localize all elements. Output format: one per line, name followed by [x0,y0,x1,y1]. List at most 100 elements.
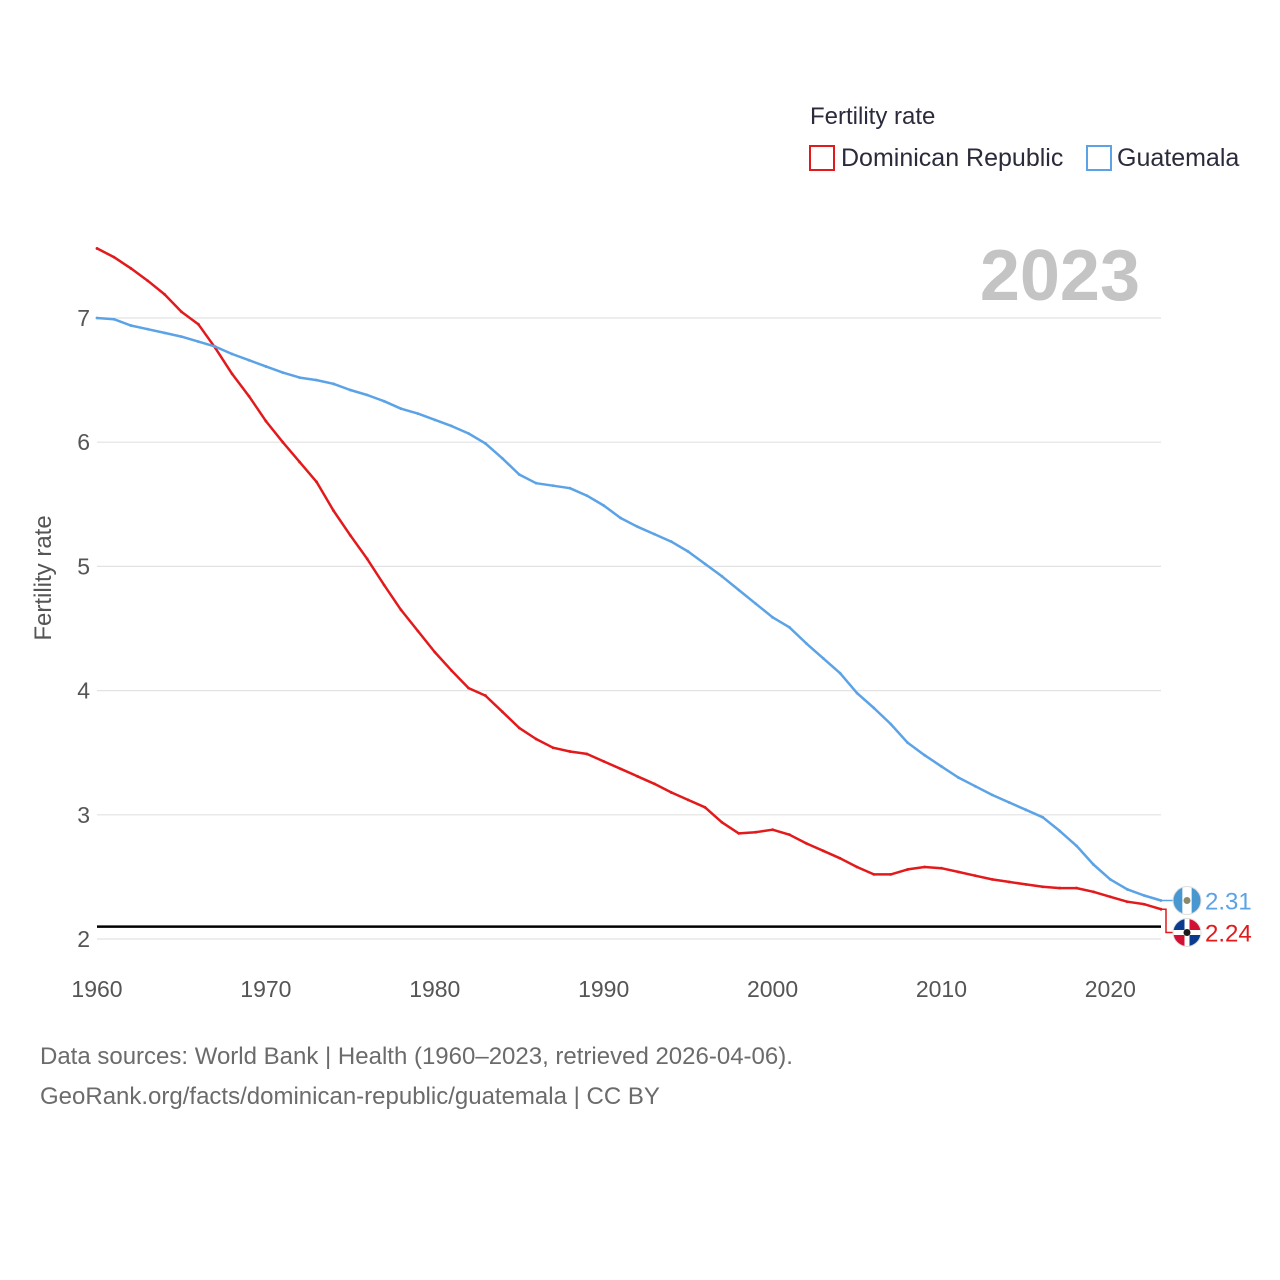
data-point [180,310,183,314]
data-point [298,460,302,464]
end-label-group-dominican-republic: 2.24 [1161,908,1252,947]
data-point [923,865,926,869]
data-point [551,484,555,488]
series-lines [95,247,1163,911]
data-point [669,540,673,543]
data-point [652,532,656,536]
data-point [821,849,825,853]
data-point [467,432,470,435]
x-tick-label: 1990 [578,976,629,1002]
data-point [146,279,150,283]
data-point [534,481,538,485]
data-point [551,746,555,750]
data-point [703,805,707,809]
data-point [619,767,622,771]
data-point [484,442,487,445]
data-point [889,873,893,876]
flag-stripe [1173,887,1183,914]
legend: Fertility rate Dominican Republic Guatem… [809,103,1239,172]
series-dominican-republic [95,247,1163,911]
data-point [230,352,234,356]
end-value-label-dominican-republic: 2.24 [1205,920,1252,947]
data-point [619,516,622,520]
data-point [804,841,808,845]
data-point [1007,800,1011,804]
data-point [821,656,825,660]
data-point [1125,887,1129,891]
data-point [872,873,876,876]
data-point [315,378,318,382]
flag-stripe [1191,887,1201,914]
guatemala-flag-icon [1172,885,1202,915]
data-point [416,412,420,416]
flag-outline [1172,917,1202,947]
legend-swatch-dominican-republic [809,145,835,171]
data-point [906,868,910,871]
gridlines [97,317,1161,940]
data-point [855,691,859,695]
flag-quadrant [1187,918,1201,933]
data-point [163,331,166,335]
data-point [669,791,673,794]
data-point [1041,815,1045,819]
data-point [281,440,285,444]
legend-title: Fertility rate [810,103,935,130]
legend-item-dominican-republic[interactable]: Dominican Republic [809,144,1063,172]
data-point [788,625,791,629]
data-point [737,588,741,592]
series-guatemala [95,316,1163,902]
flag-quadrant [1187,932,1201,947]
legend-item-guatemala[interactable]: Guatemala [1086,144,1239,172]
data-point [636,774,639,778]
data-point [213,345,217,348]
data-point [264,419,268,423]
data-point [906,741,910,745]
data-point [838,671,842,675]
x-tick-label: 1980 [409,976,460,1002]
data-point [872,706,876,710]
data-point [112,317,116,321]
data-point [1058,829,1062,833]
data-point [990,877,994,881]
data-point [500,710,504,714]
data-point [940,866,943,870]
data-point [940,764,943,768]
data-point [365,557,369,561]
data-point [112,255,116,259]
year-watermark: 2023 [980,236,1140,316]
data-point [923,753,926,757]
data-point [332,382,335,386]
footer-attribution[interactable]: GeoRank.org/facts/dominican-republic/gua… [40,1083,660,1110]
data-point [838,856,842,860]
data-point [500,456,504,460]
data-point [585,752,589,756]
data-point [534,737,538,741]
flag-outline [1172,885,1202,915]
data-point [737,832,741,835]
data-point [1125,900,1129,904]
series-line-dominican-republic [96,247,1162,911]
y-tick-label: 7 [77,305,90,331]
data-point [382,583,386,587]
data-point [1092,863,1095,866]
end-labels: 2.24 2.31 [1161,885,1252,947]
data-point [602,759,606,763]
data-point [1024,808,1028,812]
data-point [686,550,690,553]
legend-label-dominican-republic: Dominican Republic [841,144,1063,172]
data-point [433,418,437,422]
data-point [703,562,707,566]
data-point [247,394,251,398]
end-label-group-guatemala: 2.31 [1161,885,1252,915]
data-point [1108,877,1112,881]
data-point [788,833,791,837]
x-tick-label: 2020 [1085,976,1136,1002]
data-point [264,365,268,368]
x-tick-label: 2000 [747,976,798,1002]
flag-quadrant [1173,932,1187,947]
data-point [163,293,166,296]
data-point [771,615,774,619]
data-point [1075,844,1078,848]
data-point [1142,902,1146,906]
